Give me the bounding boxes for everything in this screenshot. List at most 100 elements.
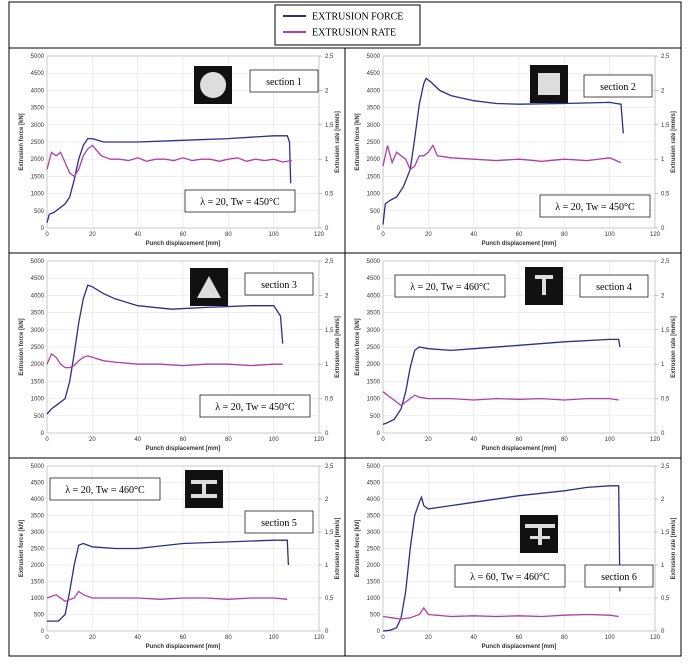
y2-tick-label: 1,5 bbox=[661, 530, 670, 536]
chart-panel: 0500100015002000250030003500400045005000… bbox=[19, 259, 341, 452]
y-tick-label: 4000 bbox=[367, 293, 381, 299]
y-tick-label: 4500 bbox=[367, 71, 381, 77]
x-tick-label: 40 bbox=[470, 437, 477, 443]
y-tick-label: 5000 bbox=[367, 54, 381, 60]
y-tick-label: 1500 bbox=[367, 379, 381, 385]
x-tick-label: 60 bbox=[180, 232, 187, 238]
y-tick-label: 1000 bbox=[367, 192, 381, 198]
y-axis-label: Extrusion force [kN] bbox=[355, 113, 361, 170]
y2-axis-label: Extrusion rate [mm/s] bbox=[671, 518, 677, 580]
x-tick-label: 80 bbox=[561, 437, 568, 443]
y-tick-label: 1000 bbox=[367, 596, 381, 602]
chart-panel: 0500100015002000250030003500400045005000… bbox=[355, 54, 677, 247]
section-shape bbox=[197, 276, 221, 298]
section-box bbox=[249, 69, 319, 93]
y2-tick-label: 2 bbox=[661, 497, 665, 503]
x-axis-label: Punch displacement [mm] bbox=[482, 644, 557, 650]
x-tick-label: 80 bbox=[225, 635, 232, 641]
x-tick-label: 120 bbox=[314, 635, 325, 641]
data-line bbox=[46, 144, 292, 178]
y-tick-label: 1000 bbox=[31, 192, 45, 198]
y-tick-label: 2000 bbox=[367, 157, 381, 163]
data-line bbox=[47, 539, 290, 622]
y-tick-label: 500 bbox=[370, 209, 381, 215]
data-line bbox=[382, 606, 619, 620]
condition-box bbox=[184, 189, 296, 213]
x-tick-label: 100 bbox=[605, 437, 616, 443]
x-tick-label: 120 bbox=[650, 635, 661, 641]
y-axis-label: Extrusion force [kN] bbox=[19, 318, 25, 375]
section-box bbox=[244, 510, 314, 534]
y-tick-label: 5000 bbox=[31, 259, 45, 265]
y-tick-label: 1500 bbox=[31, 379, 45, 385]
y-tick-label: 4500 bbox=[367, 481, 381, 487]
y-tick-label: 1000 bbox=[31, 397, 45, 403]
y2-tick-label: 2,5 bbox=[325, 464, 334, 470]
data-line bbox=[382, 338, 621, 426]
x-tick-label: 80 bbox=[225, 437, 232, 443]
x-axis-label: Punch displacement [mm] bbox=[482, 446, 557, 452]
y2-tick-label: 1,5 bbox=[325, 328, 334, 334]
section-shape bbox=[525, 524, 555, 545]
x-tick-label: 100 bbox=[269, 635, 280, 641]
y-tick-label: 2500 bbox=[367, 547, 381, 553]
y2-tick-label: 1,5 bbox=[661, 328, 670, 334]
x-tick-label: 80 bbox=[225, 232, 232, 238]
y-tick-label: 3500 bbox=[367, 514, 381, 520]
section-label: section 6 bbox=[601, 572, 637, 583]
y-tick-label: 3000 bbox=[31, 530, 45, 536]
y2-tick-label: 0 bbox=[325, 629, 329, 635]
y-tick-label: 4000 bbox=[31, 497, 45, 503]
data-line bbox=[46, 352, 283, 369]
section-box bbox=[579, 274, 649, 298]
data-line bbox=[382, 144, 622, 171]
y2-tick-label: 1 bbox=[325, 362, 329, 368]
y2-tick-label: 2 bbox=[325, 497, 329, 503]
y-tick-label: 1000 bbox=[367, 397, 381, 403]
legend-label: EXTRUSION FORCE bbox=[312, 12, 403, 23]
x-axis-label: Punch displacement [mm] bbox=[146, 644, 221, 650]
x-tick-label: 20 bbox=[425, 635, 432, 641]
y-tick-label: 2500 bbox=[31, 345, 45, 351]
y-tick-label: 3000 bbox=[367, 123, 381, 129]
y2-tick-label: 1 bbox=[661, 362, 665, 368]
x-axis-label: Punch displacement [mm] bbox=[482, 241, 557, 247]
y-tick-label: 3500 bbox=[367, 311, 381, 317]
y2-tick-label: 1 bbox=[325, 157, 329, 163]
y2-tick-label: 2,5 bbox=[325, 259, 334, 265]
y-tick-label: 500 bbox=[34, 209, 45, 215]
chart-panel: 0500100015002000250030003500400045005000… bbox=[355, 464, 677, 650]
y-tick-label: 2500 bbox=[367, 140, 381, 146]
x-tick-label: 20 bbox=[89, 232, 96, 238]
y-tick-label: 2000 bbox=[31, 362, 45, 368]
chart-panel: 0500100015002000250030003500400045005000… bbox=[19, 464, 341, 650]
y2-tick-label: 0 bbox=[325, 226, 329, 232]
section-shape bbox=[535, 275, 553, 295]
y2-tick-label: 1,5 bbox=[325, 530, 334, 536]
section-shape bbox=[191, 480, 217, 498]
y2-tick-label: 0 bbox=[661, 629, 665, 635]
data-line bbox=[46, 284, 284, 415]
section-label: section 2 bbox=[600, 82, 636, 93]
y-tick-label: 4500 bbox=[31, 71, 45, 77]
y-tick-label: 500 bbox=[370, 613, 381, 619]
x-tick-label: 60 bbox=[516, 437, 523, 443]
chart-panel: 0500100015002000250030003500400045005000… bbox=[19, 54, 341, 247]
y-tick-label: 0 bbox=[377, 431, 381, 437]
x-tick-label: 60 bbox=[180, 635, 187, 641]
y-tick-label: 3500 bbox=[31, 514, 45, 520]
y-tick-label: 4500 bbox=[31, 481, 45, 487]
y-axis-label: Extrusion force [kN] bbox=[355, 520, 361, 577]
section-shape bbox=[200, 72, 227, 98]
y-tick-label: 0 bbox=[377, 629, 381, 635]
y-tick-label: 2000 bbox=[31, 563, 45, 569]
y2-tick-label: 1,5 bbox=[661, 123, 670, 129]
condition-box bbox=[49, 477, 161, 501]
y-tick-label: 4500 bbox=[31, 276, 45, 282]
y-tick-label: 3000 bbox=[367, 328, 381, 334]
condition-label: λ = 20, Tw = 460°C bbox=[410, 282, 490, 293]
y2-tick-label: 2 bbox=[661, 88, 665, 94]
y2-tick-label: 2,5 bbox=[661, 259, 670, 265]
y-tick-label: 4000 bbox=[31, 88, 45, 94]
y-tick-label: 3000 bbox=[31, 328, 45, 334]
